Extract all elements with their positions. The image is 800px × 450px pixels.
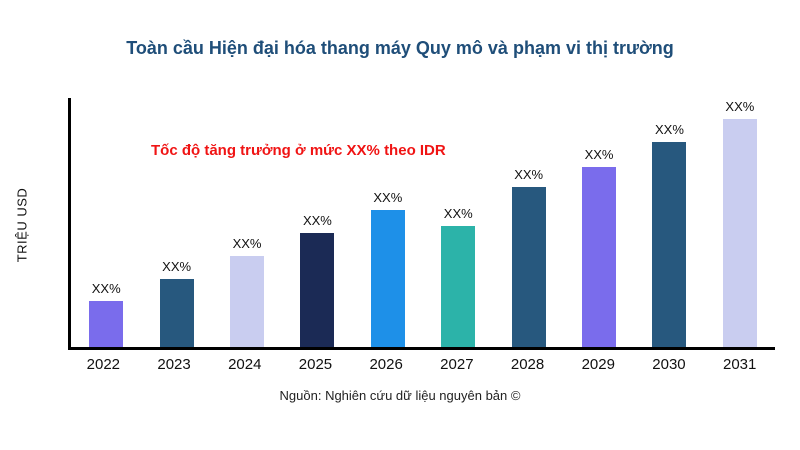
bar: [511, 187, 546, 347]
bar-value-label: XX%: [584, 147, 614, 162]
x-tick-label: 2027: [440, 356, 474, 373]
x-tick-label: 2025: [298, 356, 333, 373]
bar-value-label: XX%: [162, 259, 192, 274]
bar-group-2028: XX%: [493, 98, 563, 347]
x-tick-label: 2028: [510, 356, 545, 373]
bar-group-2022: XX%: [71, 98, 141, 347]
y-axis-label: TRIỆU USD: [14, 187, 30, 263]
bar: [582, 167, 617, 347]
bar-value-label: XX%: [373, 190, 403, 205]
bars-container: XX% XX% XX% XX% XX% XX% XX% XX% XX% XX%: [71, 98, 775, 347]
bar: [441, 226, 476, 347]
x-tick-label: 2023: [157, 356, 191, 373]
bar-group-2023: XX%: [141, 98, 211, 347]
x-tick-label: 2030: [652, 356, 686, 373]
bar: [230, 256, 265, 347]
x-tick-label: 2024: [228, 356, 262, 373]
x-tick-label: 2031: [722, 356, 757, 373]
bar-value-label: XX%: [725, 99, 755, 114]
bar-value-label: XX%: [302, 213, 332, 228]
source-note: Nguồn: Nghiên cứu dữ liệu nguyên bản ©: [279, 388, 521, 403]
bar-group-2030: XX%: [634, 98, 704, 347]
bar-group-2031: XX%: [705, 98, 775, 347]
x-tick-label: 2022: [86, 356, 121, 373]
bar-group-2025: XX%: [282, 98, 352, 347]
bar-value-label: XX%: [443, 206, 473, 221]
bar: [89, 301, 124, 347]
x-tick-label: 2026: [369, 356, 403, 373]
bar: [159, 279, 194, 347]
bar-value-label: XX%: [514, 167, 544, 182]
bar-group-2026: XX%: [353, 98, 423, 347]
chart-title: Toàn cầu Hiện đại hóa thang máy Quy mô v…: [126, 38, 674, 58]
bar-value-label: XX%: [91, 281, 121, 296]
bar-group-2024: XX%: [212, 98, 282, 347]
bar-value-label: XX%: [655, 122, 684, 137]
bar-value-label: XX%: [232, 236, 262, 251]
growth-rate-annotation: Tốc độ tăng trưởng ở mức XX% theo IDR: [151, 142, 446, 159]
bar-group-2029: XX%: [564, 98, 634, 347]
x-tick-label: 2029: [581, 356, 615, 373]
bar: [370, 210, 405, 347]
bar: [722, 119, 757, 347]
bar: [300, 233, 335, 347]
x-axis-tick-labels: 2022 2023 2024 2025 2026 2027 2028 2029 2030 2031: [68, 356, 775, 373]
plot-area: Tốc độ tăng trưởng ở mức XX% theo IDR XX…: [68, 98, 775, 350]
bar: [652, 142, 687, 347]
bar-group-2027: XX%: [423, 98, 493, 347]
